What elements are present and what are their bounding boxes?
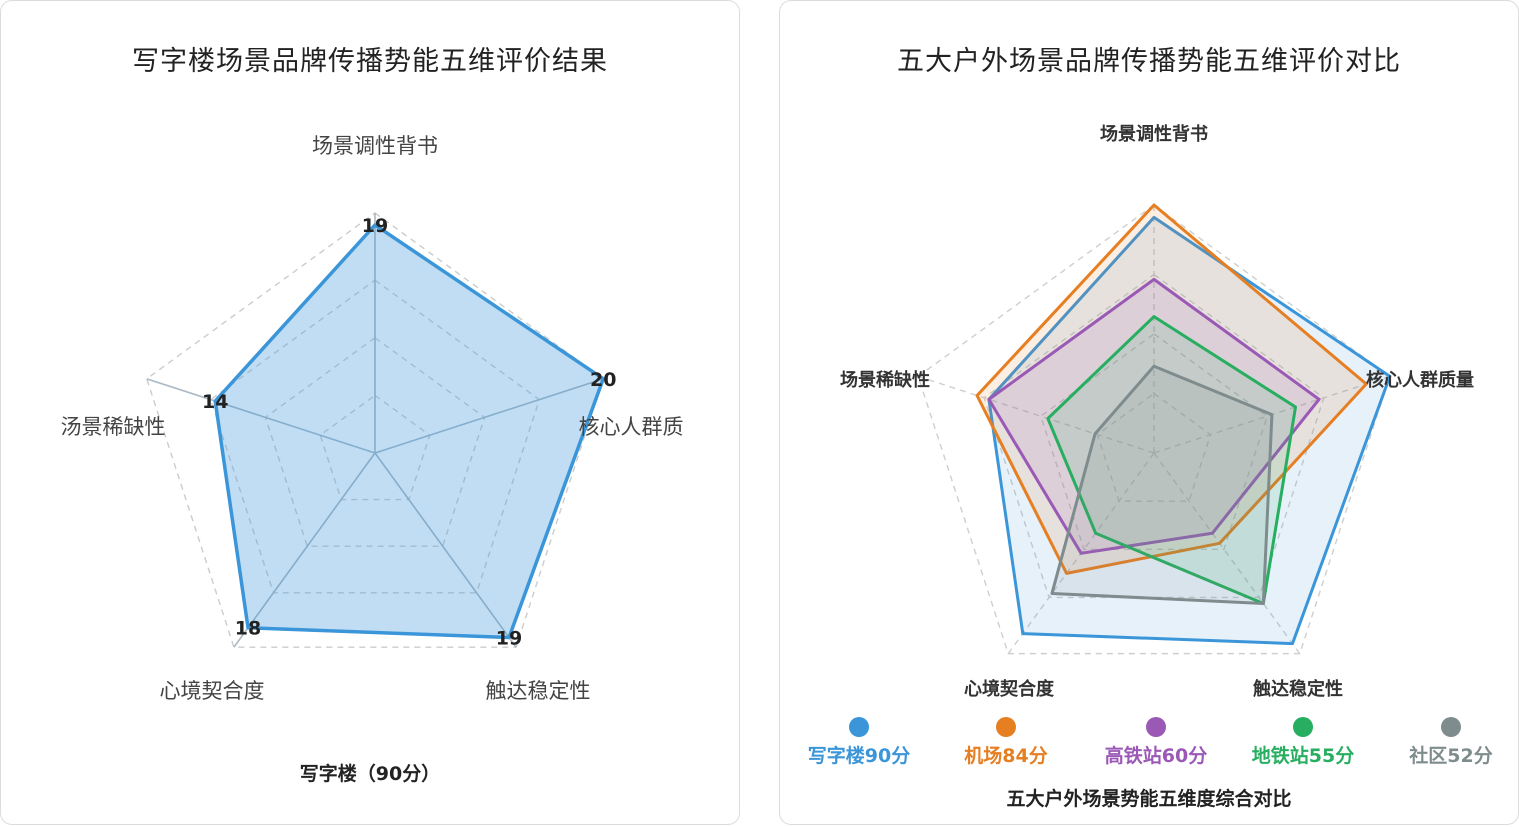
legend-dot-icon (1293, 717, 1313, 737)
series-area-2 (987, 277, 1321, 555)
left-chart-title: 写字楼场景品牌传播势能五维评价结果 (132, 46, 608, 77)
axis-label: 核心人群质量 (1366, 369, 1474, 391)
data-label: 14 (202, 391, 228, 413)
legend-label: 机场84分 (964, 745, 1048, 767)
grid-ring (1096, 392, 1212, 502)
right-chart-title: 五大户外场景品牌传播势能五维评价对比 (897, 46, 1401, 77)
axis-spoke (146, 378, 376, 454)
grid-ring (319, 394, 431, 501)
legend-item: 机场84分 (931, 717, 1081, 768)
legend-label: 社区52分 (1409, 745, 1493, 767)
data-label: 19 (496, 627, 522, 649)
data-label: 20 (590, 369, 616, 391)
right-chart-card: 五大户外场景品牌传播势能五维评价对比 场景调性背书核心人群质量触达稳定性 心境契合… (779, 0, 1519, 825)
left-chart-card: 写字楼场景品牌传播势能五维评价结果 19 20 19 18 14 场景调性背书核心人群质触… (0, 0, 740, 825)
series-area-office (213, 223, 606, 640)
grid-ring (1039, 333, 1269, 551)
axis-label: 汤景稀缺性 (61, 415, 166, 439)
data-label: 19 (362, 215, 388, 237)
grid-ring (264, 336, 486, 547)
axis-spoke (374, 378, 604, 454)
axis-label: 场景调性背书 (312, 134, 438, 158)
axis-label: 场景调性背书 (1100, 123, 1208, 145)
axis-label: 心境契合度 (964, 678, 1055, 700)
legend-item: 社区52分 (1376, 717, 1518, 768)
series-area-3 (1046, 315, 1298, 605)
series-area-4 (1050, 364, 1274, 605)
grid-ring (209, 279, 541, 594)
legend-label: 写字楼90分 (807, 745, 911, 767)
axis-label: 触达稳定性 (1253, 678, 1343, 700)
right-chart-legend: 写字楼90分 机场84分 高铁站60分 地铁站55分 社区52分 (780, 717, 1518, 769)
legend-dot-icon (996, 717, 1016, 737)
axis-spoke (374, 452, 517, 648)
legend-label: 高铁站60分 (1104, 745, 1208, 767)
legend-item: 写字楼90分 (784, 717, 934, 768)
axis-spoke (1153, 452, 1301, 655)
series-area-0 (987, 215, 1392, 646)
data-label: 18 (235, 618, 261, 640)
axis-label: 心境契合度 (160, 679, 265, 703)
legend-dot-icon (849, 717, 869, 737)
axis-label: 触达稳定性 (486, 679, 591, 703)
legend-dot-icon (1146, 717, 1166, 737)
legend-item: 高铁站60分 (1081, 717, 1231, 768)
axis-spoke (917, 375, 1155, 454)
grid-ring (917, 204, 1391, 655)
legend-item: 地铁站55分 (1228, 717, 1378, 768)
legend-dot-icon (1441, 717, 1461, 737)
right-chart-caption: 五大户外场景势能五维度综合对比 (1006, 788, 1292, 810)
axis-label: 场景稀缺性 (840, 369, 930, 391)
legend-label: 地铁站55分 (1251, 745, 1355, 767)
axis-label: 核心人群质 (579, 415, 684, 439)
grid-ring (983, 273, 1325, 599)
left-chart-caption: 写字楼（90分） (299, 763, 441, 785)
axis-spoke (233, 452, 376, 648)
